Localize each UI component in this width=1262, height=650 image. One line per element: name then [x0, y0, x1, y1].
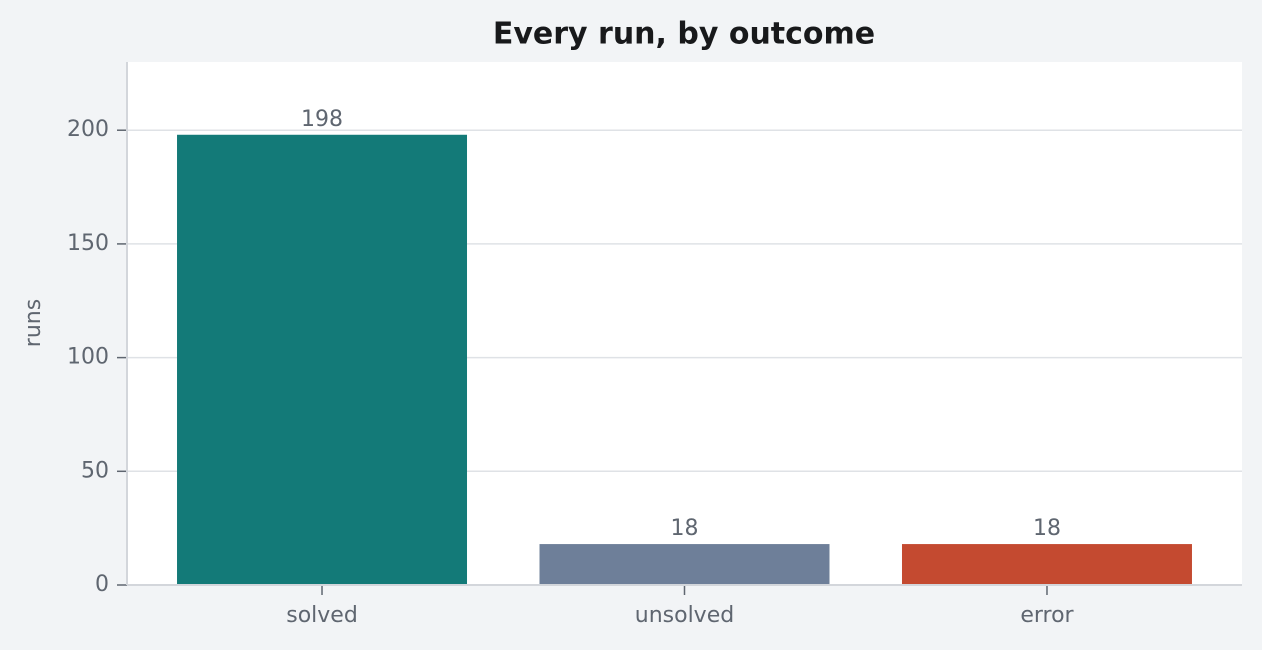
- y-tick-label: 150: [67, 231, 109, 256]
- x-tick-label: unsolved: [635, 603, 734, 628]
- y-tick-label: 200: [67, 117, 109, 142]
- bar: [177, 134, 468, 586]
- y-tick-label: 0: [95, 572, 109, 597]
- x-tick-label: solved: [286, 603, 358, 628]
- bar: [539, 544, 830, 585]
- data-label: 198: [301, 107, 343, 132]
- y-tick-label: 50: [81, 458, 109, 483]
- bar: [901, 544, 1192, 585]
- data-label: 18: [1033, 516, 1061, 541]
- data-label: 18: [671, 516, 699, 541]
- y-axis-label: runs: [21, 299, 46, 347]
- chart-title: Every run, by outcome: [493, 17, 875, 52]
- y-tick-label: 100: [67, 345, 109, 370]
- x-tick-label: error: [1020, 603, 1074, 628]
